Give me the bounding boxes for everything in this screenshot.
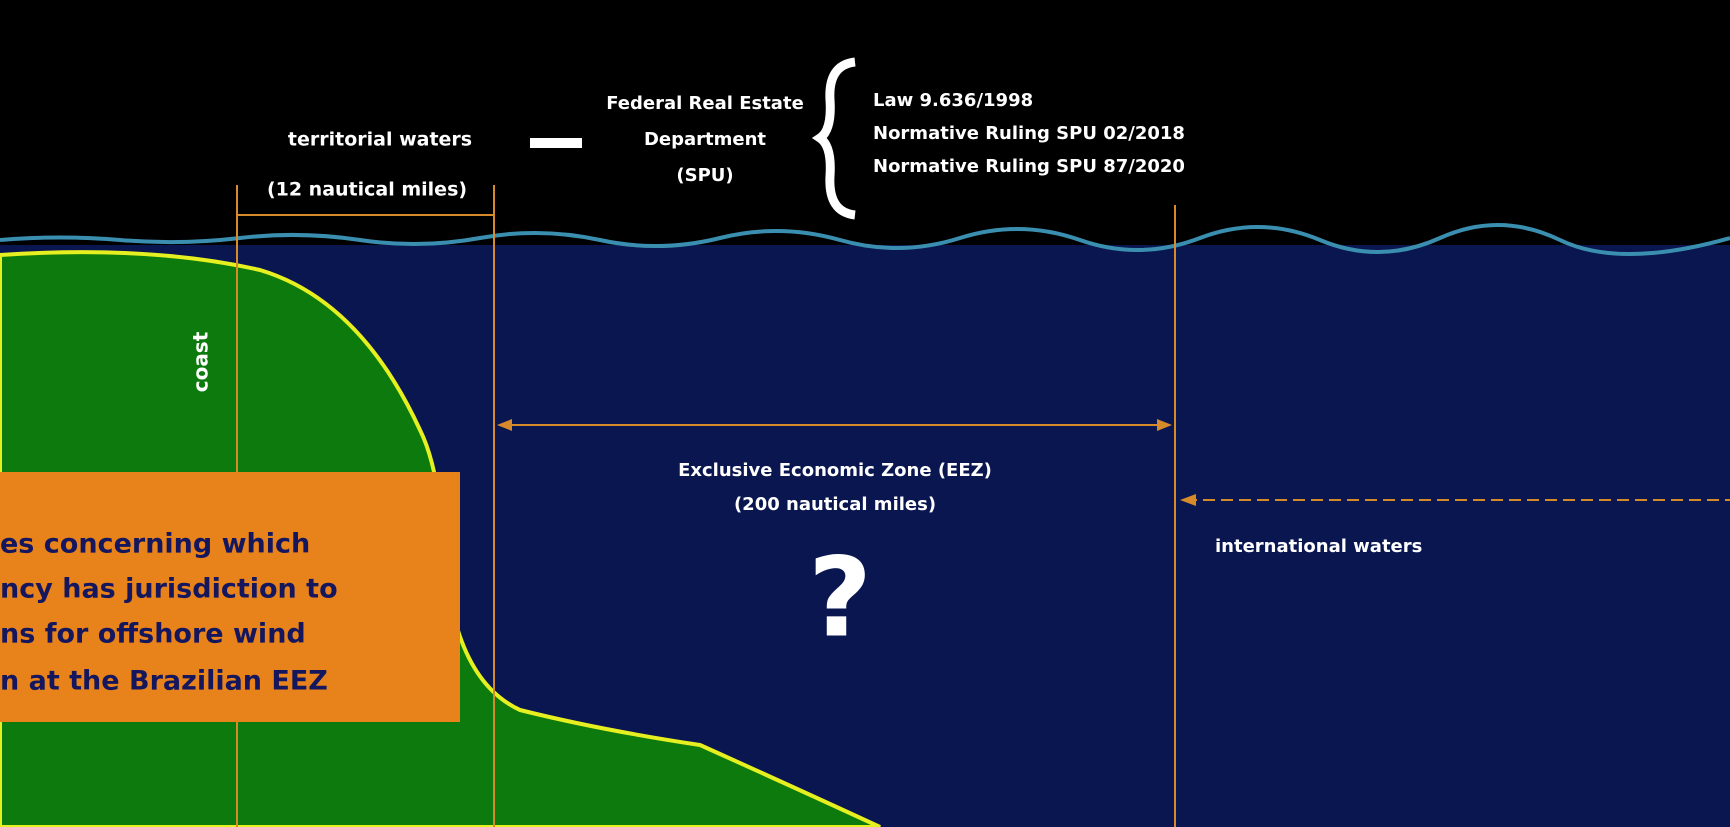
question-mark: ? (808, 533, 872, 661)
waves (0, 223, 1730, 256)
agency-line: Department (644, 129, 766, 150)
territorial-label: territorial waters (288, 129, 472, 151)
callout-line: ns for offshore wind (0, 619, 306, 650)
law: Normative Ruling SPU 87/2020 (873, 156, 1185, 177)
eez-label: Exclusive Economic Zone (EEZ) (678, 460, 992, 481)
dash (530, 138, 582, 148)
eez-distance: (200 nautical miles) (734, 494, 936, 515)
callout-line: n at the Brazilian EEZ (0, 666, 328, 697)
callout-line: ncy has jurisdiction to (0, 574, 338, 605)
law: Normative Ruling SPU 02/2018 (873, 123, 1185, 144)
callout-box (0, 472, 460, 722)
sky (0, 0, 1730, 245)
agency-line: (SPU) (676, 165, 733, 186)
international-label: international waters (1215, 536, 1422, 557)
territorial-distance: (12 nautical miles) (267, 179, 467, 201)
coast-label: coast (189, 331, 213, 392)
law: Law 9.636/1998 (873, 90, 1033, 111)
callout-line: es concerning which (0, 529, 310, 560)
arrowheads (497, 419, 1196, 506)
brace (811, 57, 856, 220)
agency-line: Federal Real Estate (606, 93, 804, 114)
